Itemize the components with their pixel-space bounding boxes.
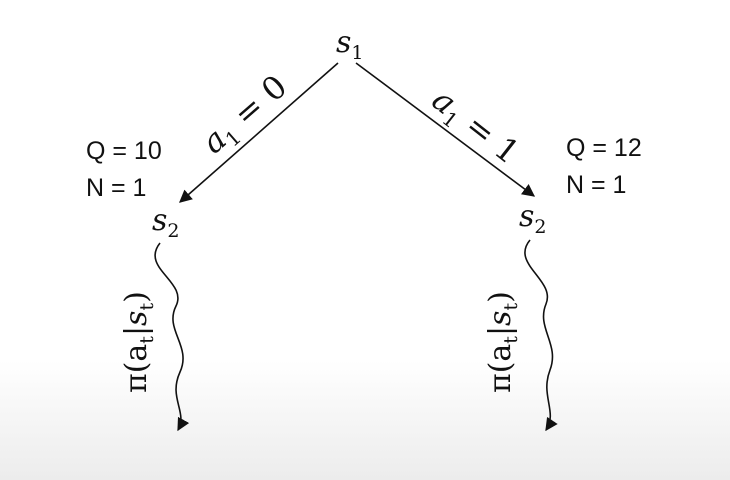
right-q-value: Q = 12 xyxy=(566,134,642,162)
root-node-label: s1 xyxy=(336,25,364,64)
edge-left-label: a1 = 0 xyxy=(194,67,297,164)
edge-right-label: a1 = 1 xyxy=(423,80,527,174)
left-q-value: Q = 10 xyxy=(86,137,162,165)
right-rollout-wavy-arrow xyxy=(524,239,558,432)
left-n-value: N = 1 xyxy=(86,174,146,202)
left-rollout-policy-label: π(at|st) xyxy=(119,291,158,393)
right-n-value: N = 1 xyxy=(566,171,626,199)
right-rollout-policy-label: π(at|st) xyxy=(483,291,522,393)
right-child-node-label: s2 xyxy=(519,199,547,238)
left-rollout-wavy-arrow xyxy=(154,242,190,432)
edge-right-arrow xyxy=(355,62,536,197)
edge-left-arrow xyxy=(179,62,339,203)
left-child-node-label: s2 xyxy=(152,203,180,242)
